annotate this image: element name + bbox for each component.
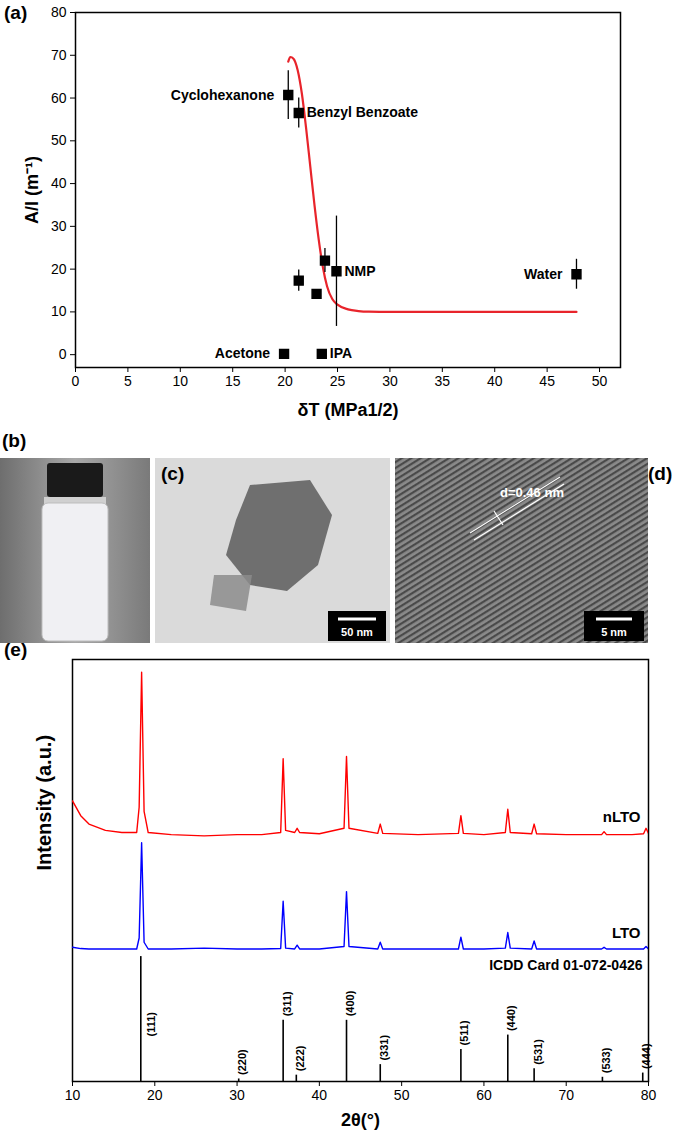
- svg-text:10: 10: [65, 1087, 81, 1103]
- svg-text:40: 40: [51, 175, 67, 191]
- svg-text:30: 30: [382, 373, 398, 389]
- svg-text:70: 70: [51, 47, 67, 63]
- svg-text:(222): (222): [294, 1045, 306, 1071]
- svg-text:(444): (444): [640, 1043, 652, 1069]
- svg-text:45: 45: [539, 373, 555, 389]
- svg-text:30: 30: [229, 1087, 245, 1103]
- svg-text:50 nm: 50 nm: [341, 626, 373, 638]
- svg-text:(511): (511): [458, 1020, 470, 1045]
- svg-text:35: 35: [435, 373, 451, 389]
- svg-text:20: 20: [147, 1087, 163, 1103]
- svg-text:nLTO: nLTO: [603, 808, 641, 825]
- svg-text:(533): (533): [600, 1047, 612, 1073]
- svg-text:40: 40: [312, 1087, 328, 1103]
- svg-text:IPA: IPA: [330, 345, 352, 361]
- svg-text:LTO: LTO: [612, 924, 641, 941]
- svg-text:60: 60: [476, 1087, 492, 1103]
- svg-text:(331): (331): [378, 1035, 390, 1061]
- svg-text:50: 50: [592, 373, 608, 389]
- svg-text:10: 10: [51, 303, 67, 319]
- svg-text:25: 25: [330, 373, 346, 389]
- svg-text:30: 30: [51, 218, 67, 234]
- svg-text:δT (MPa1/2): δT (MPa1/2): [298, 400, 399, 420]
- svg-text:(531): (531): [532, 1039, 544, 1065]
- svg-text:(b): (b): [2, 430, 26, 451]
- svg-text:60: 60: [51, 90, 67, 106]
- svg-text:Acetone: Acetone: [215, 345, 270, 361]
- svg-text:Benzyl Benzoate: Benzyl Benzoate: [307, 104, 418, 120]
- svg-text:(400): (400): [344, 990, 356, 1016]
- svg-text:50: 50: [51, 132, 67, 148]
- svg-text:80: 80: [51, 4, 67, 20]
- svg-text:d=0.46 nm: d=0.46 nm: [500, 485, 564, 500]
- svg-text:ICDD Card 01-072-0426: ICDD Card 01-072-0426: [489, 957, 643, 973]
- svg-text:80: 80: [641, 1087, 657, 1103]
- html-text:(a): (a): [4, 2, 28, 23]
- svg-text:A/l (m⁻¹): A/l (m⁻¹): [22, 156, 42, 224]
- svg-text:10: 10: [173, 373, 189, 389]
- svg-text:70: 70: [558, 1087, 574, 1103]
- svg-text:15: 15: [225, 373, 241, 389]
- svg-text:40: 40: [487, 373, 503, 389]
- svg-text:0: 0: [72, 373, 80, 389]
- svg-text:50: 50: [394, 1087, 410, 1103]
- svg-text:(c): (c): [161, 463, 184, 484]
- svg-text:2θ(°): 2θ(°): [341, 1110, 380, 1130]
- svg-text:Water: Water: [524, 266, 563, 282]
- svg-text:0: 0: [59, 346, 67, 362]
- svg-text:(d): (d): [648, 463, 672, 484]
- svg-text:(220): (220): [236, 1049, 248, 1075]
- svg-text:20: 20: [277, 373, 293, 389]
- svg-text:Intensity (a.u.): Intensity (a.u.): [33, 735, 55, 871]
- svg-text:(440): (440): [505, 1005, 517, 1031]
- svg-text:(111): (111): [145, 1012, 157, 1037]
- svg-text:Cyclohexanone: Cyclohexanone: [171, 87, 275, 103]
- svg-text:5 nm: 5 nm: [601, 626, 627, 638]
- svg-text:NMP: NMP: [344, 263, 375, 279]
- svg-text:20: 20: [51, 261, 67, 277]
- svg-text:(311): (311): [281, 991, 293, 1016]
- svg-text:5: 5: [124, 373, 132, 389]
- html-text:(e): (e): [4, 639, 28, 660]
